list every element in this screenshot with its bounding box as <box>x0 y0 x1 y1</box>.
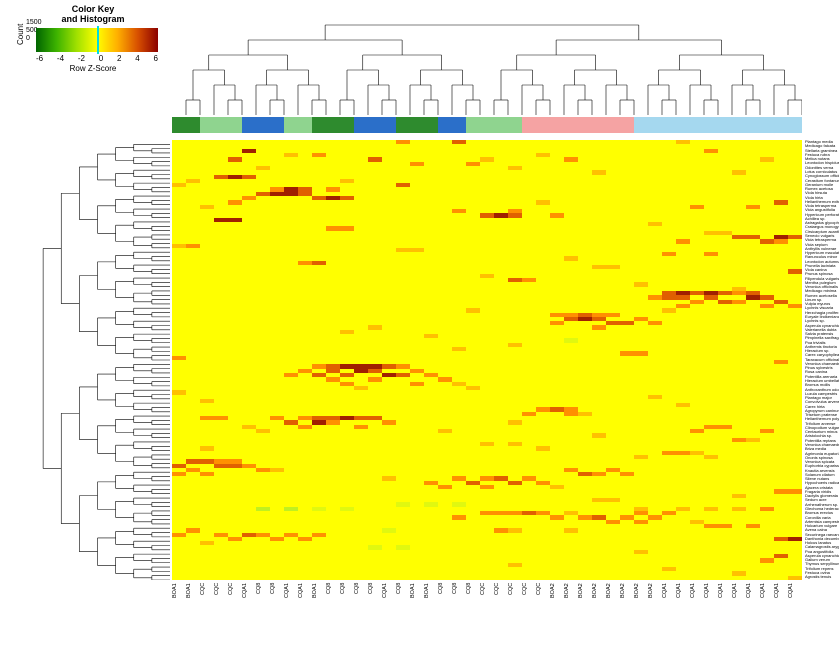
row-label: Agrostis tenuis <box>805 575 839 579</box>
column-sidebar <box>172 117 802 133</box>
column-label: CQC <box>522 583 536 643</box>
column-group-block <box>200 117 242 133</box>
column-label: CQA1 <box>732 583 746 643</box>
column-label: CQ8 <box>326 583 340 643</box>
column-label: BOA2 <box>620 583 634 643</box>
row-labels: Plantago mediaMedicago falcataStellaria … <box>805 140 839 580</box>
column-label: CQA1 <box>774 583 788 643</box>
column-label: CQA1 <box>662 583 676 643</box>
column-label: CQ8 <box>256 583 270 643</box>
column-dendrogram <box>172 10 802 115</box>
column-group-block <box>312 117 354 133</box>
column-label: CQA1 <box>788 583 802 643</box>
colorkey-xticks: -6-4-20246 <box>36 54 158 63</box>
colorkey-title-l1: Color Key <box>72 4 115 14</box>
column-label: CQA1 <box>382 583 396 643</box>
color-key: Color Key and Histogram Count 15005000 -… <box>18 5 168 95</box>
column-labels: BOA1BOA1CQCCQCCQCCQA1CQ8CQ8CQA1CQA1BOA1C… <box>172 583 802 643</box>
column-group-block <box>396 117 438 133</box>
column-label: CQA1 <box>242 583 256 643</box>
column-label: CQA1 <box>298 583 312 643</box>
column-label: BOA2 <box>606 583 620 643</box>
column-group-block <box>522 117 634 133</box>
column-label: BOA1 <box>172 583 186 643</box>
column-group-block <box>284 117 312 133</box>
column-label: CQ8 <box>466 583 480 643</box>
column-label: CQA1 <box>704 583 718 643</box>
column-label: CQ8 <box>354 583 368 643</box>
column-label: BOA1 <box>186 583 200 643</box>
row-dendrogram <box>25 140 170 580</box>
column-label: CQC <box>536 583 550 643</box>
column-label: CQ8 <box>396 583 410 643</box>
column-label: BOA1 <box>312 583 326 643</box>
column-label: CQA1 <box>284 583 298 643</box>
column-label: CQ8 <box>368 583 382 643</box>
column-label: CQC <box>214 583 228 643</box>
column-group-block <box>242 117 284 133</box>
colorkey-xlabel: Row Z-Score <box>18 64 168 73</box>
column-label: BOA2 <box>564 583 578 643</box>
colorkey-hist-peak <box>97 26 99 54</box>
column-label: CQA1 <box>718 583 732 643</box>
column-label: CQ8 <box>438 583 452 643</box>
column-label: CQ8 <box>452 583 466 643</box>
column-group-block <box>466 117 522 133</box>
column-label: CQA1 <box>760 583 774 643</box>
column-label: CQC <box>494 583 508 643</box>
column-label: BOA1 <box>410 583 424 643</box>
column-label: CQC <box>200 583 214 643</box>
column-label: CQC <box>508 583 522 643</box>
column-label: BOA2 <box>648 583 662 643</box>
column-label: CQ8 <box>270 583 284 643</box>
column-label: CQC <box>228 583 242 643</box>
column-label: BOA2 <box>578 583 592 643</box>
heatmap <box>172 140 802 580</box>
column-label: BOA2 <box>550 583 564 643</box>
column-group-block <box>172 117 200 133</box>
column-label: BOA2 <box>634 583 648 643</box>
column-group-block <box>354 117 396 133</box>
colorkey-title-l2: and Histogram <box>61 14 124 24</box>
column-label: CQC <box>480 583 494 643</box>
column-group-block <box>438 117 466 133</box>
column-label: CQA1 <box>676 583 690 643</box>
column-group-block <box>634 117 802 133</box>
column-label: CQA1 <box>746 583 760 643</box>
column-label: BOA1 <box>424 583 438 643</box>
column-label: CQ8 <box>340 583 354 643</box>
colorkey-ylabel: Count <box>16 24 25 45</box>
column-label: BOA2 <box>592 583 606 643</box>
colorkey-gradient <box>36 28 158 52</box>
column-label: CQA1 <box>690 583 704 643</box>
